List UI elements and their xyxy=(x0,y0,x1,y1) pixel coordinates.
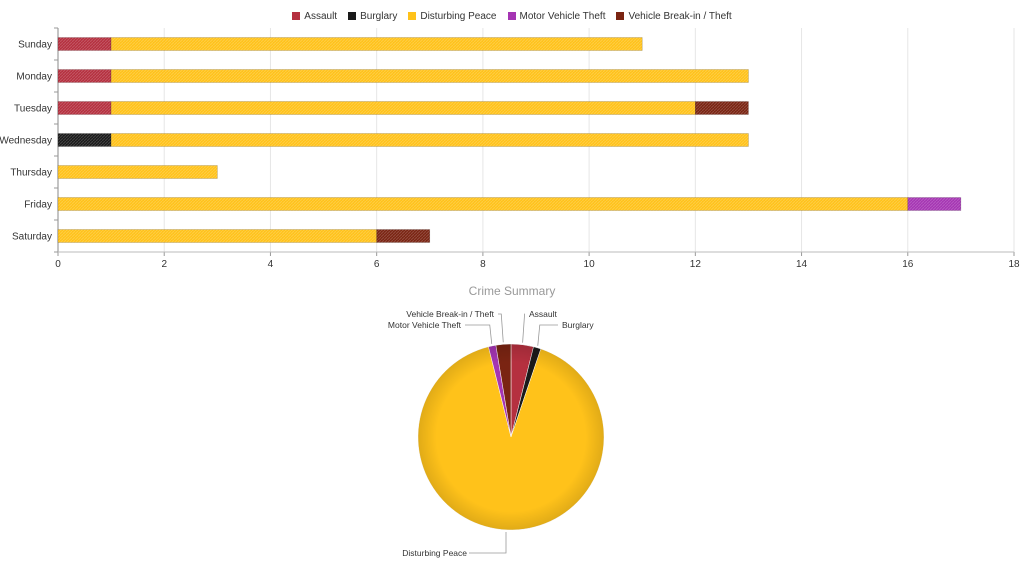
category-label-wednesday: Wednesday xyxy=(0,136,52,147)
x-tick-label: 14 xyxy=(796,259,808,270)
legend-swatch xyxy=(507,12,516,20)
legend-label: Burglary xyxy=(360,10,398,22)
stacked-bar-chart: 0 2 4 6 8 10 12 14 16 18 Sunday Monday Tuesday Wednes… xyxy=(0,27,1020,270)
pie-slice-vehicle-break-in-theft[interactable] xyxy=(495,343,512,438)
legend-swatch xyxy=(348,12,357,20)
bar-segment-sunday-assault[interactable] xyxy=(57,37,112,51)
category-label-saturday: Saturday xyxy=(12,232,52,243)
bar-segment-tuesday-disturbing-peace[interactable] xyxy=(110,101,696,115)
pie-slice-motor-vehicle-theft[interactable] xyxy=(488,344,512,438)
pie-label-burglary: Burglary xyxy=(562,320,594,330)
x-tick-label: 12 xyxy=(690,259,702,270)
pie-connector-assault xyxy=(522,313,525,343)
legend-label: Vehicle Break-in / Theft xyxy=(628,10,732,22)
bar-segment-wednesday-disturbing-peace[interactable] xyxy=(110,133,749,147)
legend-item-disturbing-peace[interactable]: Disturbing Peace xyxy=(408,10,497,22)
bar-segment-friday-motor-vehicle-theft[interactable] xyxy=(907,197,962,211)
pie-connector-burglary xyxy=(537,324,558,346)
legend-item-vehicle-break-in-theft[interactable]: Vehicle Break-in / Theft xyxy=(616,10,732,22)
category-label-sunday: Sunday xyxy=(18,40,52,51)
legend-swatch xyxy=(292,12,301,20)
chart-legend: Assault Burglary Disturbing Peace Motor Veh… xyxy=(0,9,1024,23)
pie-label-vehicle-break-in-theft: Vehicle Break-in / Theft xyxy=(406,309,494,319)
legend-item-motor-vehicle-theft[interactable]: Motor Vehicle Theft xyxy=(507,10,606,22)
category-label-thursday: Thursday xyxy=(10,168,52,179)
legend-item-burglary[interactable]: Burglary xyxy=(348,11,397,22)
pie-connector-disturbing-peace xyxy=(469,532,507,554)
pie-connector-motor-vehicle-theft xyxy=(465,324,493,345)
category-label-tuesday: Tuesday xyxy=(14,104,52,115)
bar-segment-monday-disturbing-peace[interactable] xyxy=(110,69,749,83)
legend-swatch xyxy=(616,12,625,20)
category-label-friday: Friday xyxy=(24,200,52,211)
bar-segment-friday-disturbing-peace[interactable] xyxy=(57,197,909,211)
bar-segment-saturday-disturbing-peace[interactable] xyxy=(57,229,377,243)
pie-label-disturbing-peace: Disturbing Peace xyxy=(402,548,467,558)
x-tick-label: 4 xyxy=(268,259,274,270)
pie-slice-burglary[interactable] xyxy=(510,346,542,438)
pie-slice-disturbing-peace[interactable] xyxy=(417,346,605,531)
bar-segment-tuesday-assault[interactable] xyxy=(57,101,112,115)
pie-chart-title: Crime Summary xyxy=(468,284,556,298)
bar-segment-sunday-disturbing-peace[interactable] xyxy=(110,37,643,51)
legend-label: Disturbing Peace xyxy=(420,10,497,22)
x-tick-label: 10 xyxy=(584,259,596,270)
x-tick-label: 0 xyxy=(55,259,61,270)
x-tick-label: 16 xyxy=(902,259,914,270)
pie-label-assault: Assault xyxy=(529,309,558,319)
category-label-monday: Monday xyxy=(16,72,52,83)
x-tick-label: 6 xyxy=(374,259,380,270)
bar-segment-monday-assault[interactable] xyxy=(57,69,112,83)
pie-slice-assault[interactable] xyxy=(510,343,534,438)
legend-item-assault[interactable]: Assault xyxy=(292,11,337,22)
pie-connector-vehicle-break-in-theft xyxy=(498,313,504,343)
x-tick-label: 18 xyxy=(1008,259,1020,270)
bar-segment-saturday-vehicle-break-in-theft[interactable] xyxy=(376,229,431,243)
x-tick-label: 8 xyxy=(480,259,486,270)
bar-segment-thursday-disturbing-peace[interactable] xyxy=(57,165,218,179)
bar-segment-wednesday-burglary[interactable] xyxy=(57,133,112,147)
pie-label-motor-vehicle-theft: Motor Vehicle Theft xyxy=(388,320,462,330)
legend-swatch xyxy=(408,12,417,20)
pie-shading xyxy=(418,344,604,530)
legend-label: Motor Vehicle Theft xyxy=(519,10,606,22)
legend-label: Assault xyxy=(304,10,338,22)
bar-segment-tuesday-vehicle-break-in-theft[interactable] xyxy=(695,101,749,115)
x-tick-label: 2 xyxy=(161,259,167,270)
